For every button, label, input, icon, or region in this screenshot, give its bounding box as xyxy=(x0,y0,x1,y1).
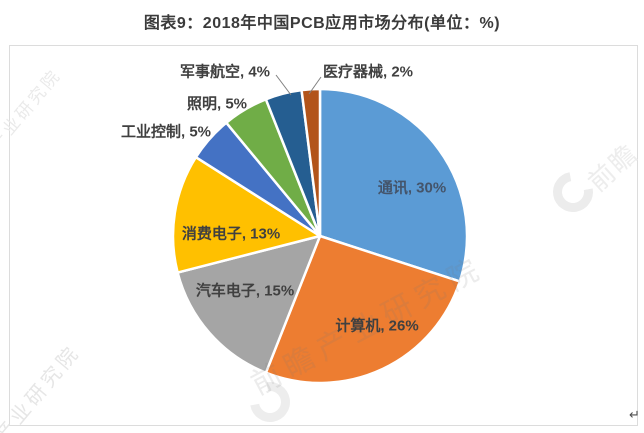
pie-slice-7 xyxy=(300,87,322,238)
leader-line-7 xyxy=(308,76,322,95)
leader-line-6 xyxy=(275,74,292,96)
pie-slice-label-5: 照明, 5% xyxy=(186,95,248,113)
pie-slice-label-2: 汽车电子, 15% xyxy=(195,282,295,300)
pie-slice-label-4: 工业控制, 5% xyxy=(120,123,212,141)
pie-slice-label-3: 消费电子, 13% xyxy=(181,225,281,243)
plot-area-border xyxy=(9,45,638,426)
chart-title: 图表9：2018年中国PCB应用市场分布(单位：%) xyxy=(143,15,501,32)
pie-slice-1 xyxy=(264,234,462,385)
pie-slice-label-1: 计算机, 26% xyxy=(335,317,419,335)
pie-slice-label-7: 医疗器械, 2% xyxy=(322,63,414,81)
return-mark: ↵ xyxy=(629,407,640,422)
pie-slice-3 xyxy=(171,155,322,274)
pie-slice-0 xyxy=(318,87,469,283)
pie-slice-2 xyxy=(176,234,322,374)
pie-slice-label-0: 通讯, 30% xyxy=(377,179,447,197)
pie-slice-label-6: 军事航空, 4% xyxy=(179,63,271,81)
